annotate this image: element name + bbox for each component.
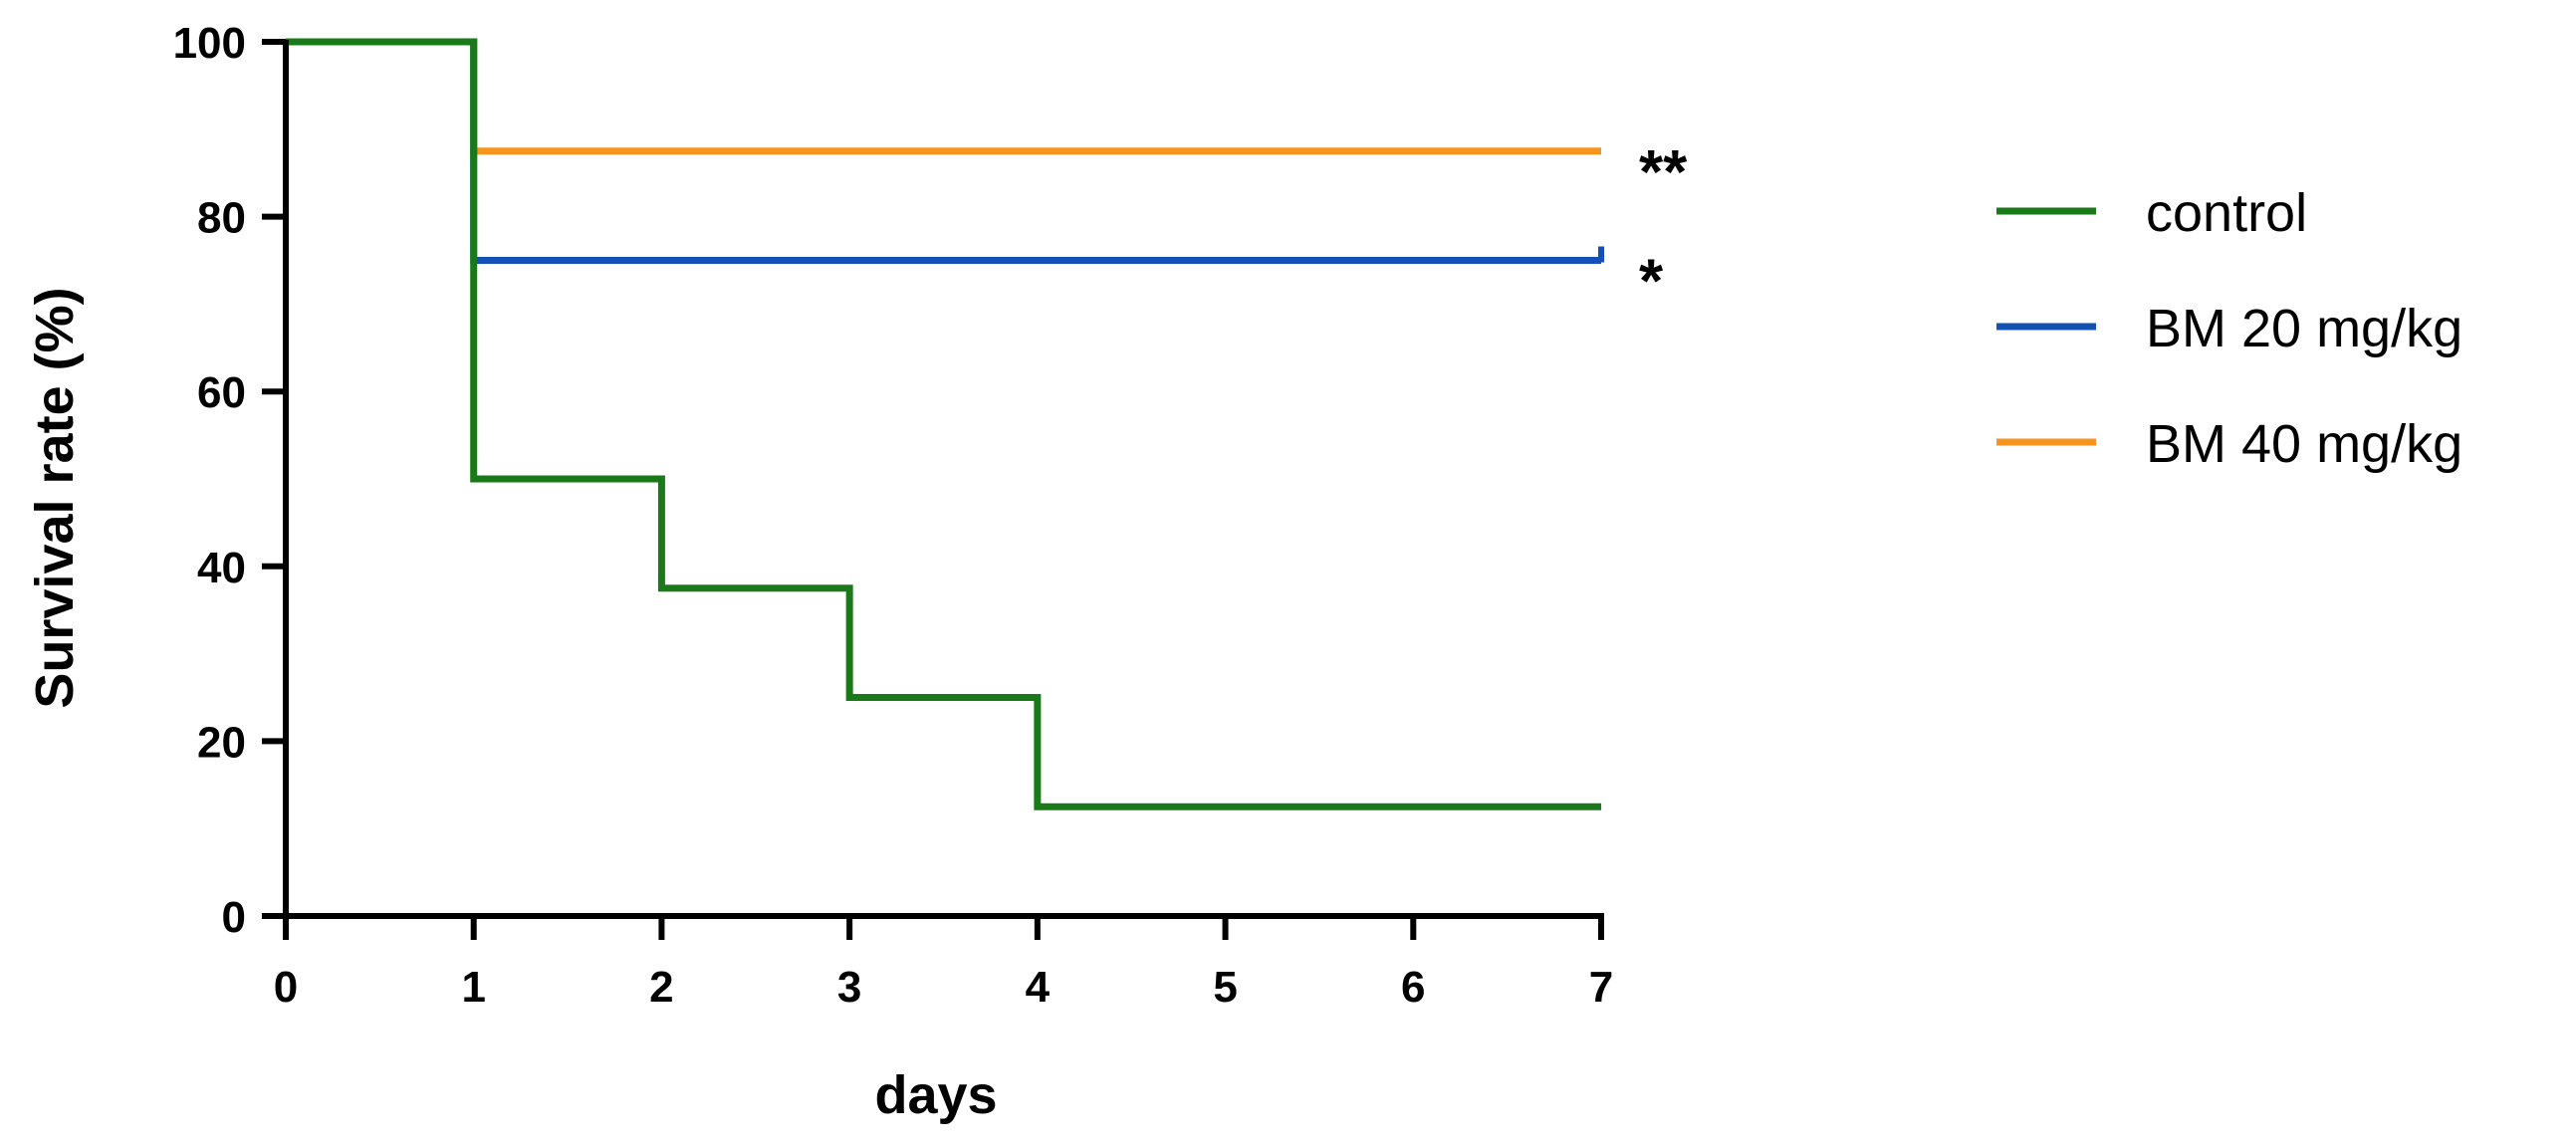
series-line-0	[286, 38, 1601, 810]
y-tick-label: 40	[197, 544, 246, 592]
legend-label-2: BM 40 mg/kg	[2146, 414, 2462, 474]
x-tick-label: 4	[1026, 963, 1051, 1012]
y-axis-title: Survival rate (%)	[25, 287, 85, 708]
y-tick-label: 0	[222, 893, 246, 942]
y-tick-label: 80	[197, 194, 246, 243]
x-axis-title: days	[874, 1065, 997, 1125]
x-tick-label: 0	[274, 963, 298, 1012]
series-line-2	[286, 38, 1601, 155]
legend-label-0: control	[2146, 183, 2307, 243]
x-tick-label: 2	[649, 963, 673, 1012]
y-axis: 0 20 40 60 80 100	[173, 19, 289, 942]
y-tick-label: 60	[197, 368, 246, 417]
x-tick-label: 7	[1589, 963, 1613, 1012]
x-tick-label: 5	[1213, 963, 1237, 1012]
x-axis: 0 1 2 3 4 5 6 7	[274, 913, 1613, 1012]
plot-area: ***	[286, 38, 1688, 810]
significance-annotation-2: **	[1639, 138, 1688, 207]
legend: control BM 20 mg/kg BM 40 mg/kg	[1996, 183, 2462, 474]
x-tick-label: 1	[461, 963, 485, 1012]
x-tick-label: 6	[1401, 963, 1425, 1012]
x-tick-label: 3	[837, 963, 861, 1012]
legend-label-1: BM 20 mg/kg	[2146, 299, 2462, 358]
y-tick-label: 100	[173, 19, 246, 68]
y-tick-label: 20	[197, 718, 246, 767]
significance-annotation-1: *	[1639, 248, 1664, 317]
